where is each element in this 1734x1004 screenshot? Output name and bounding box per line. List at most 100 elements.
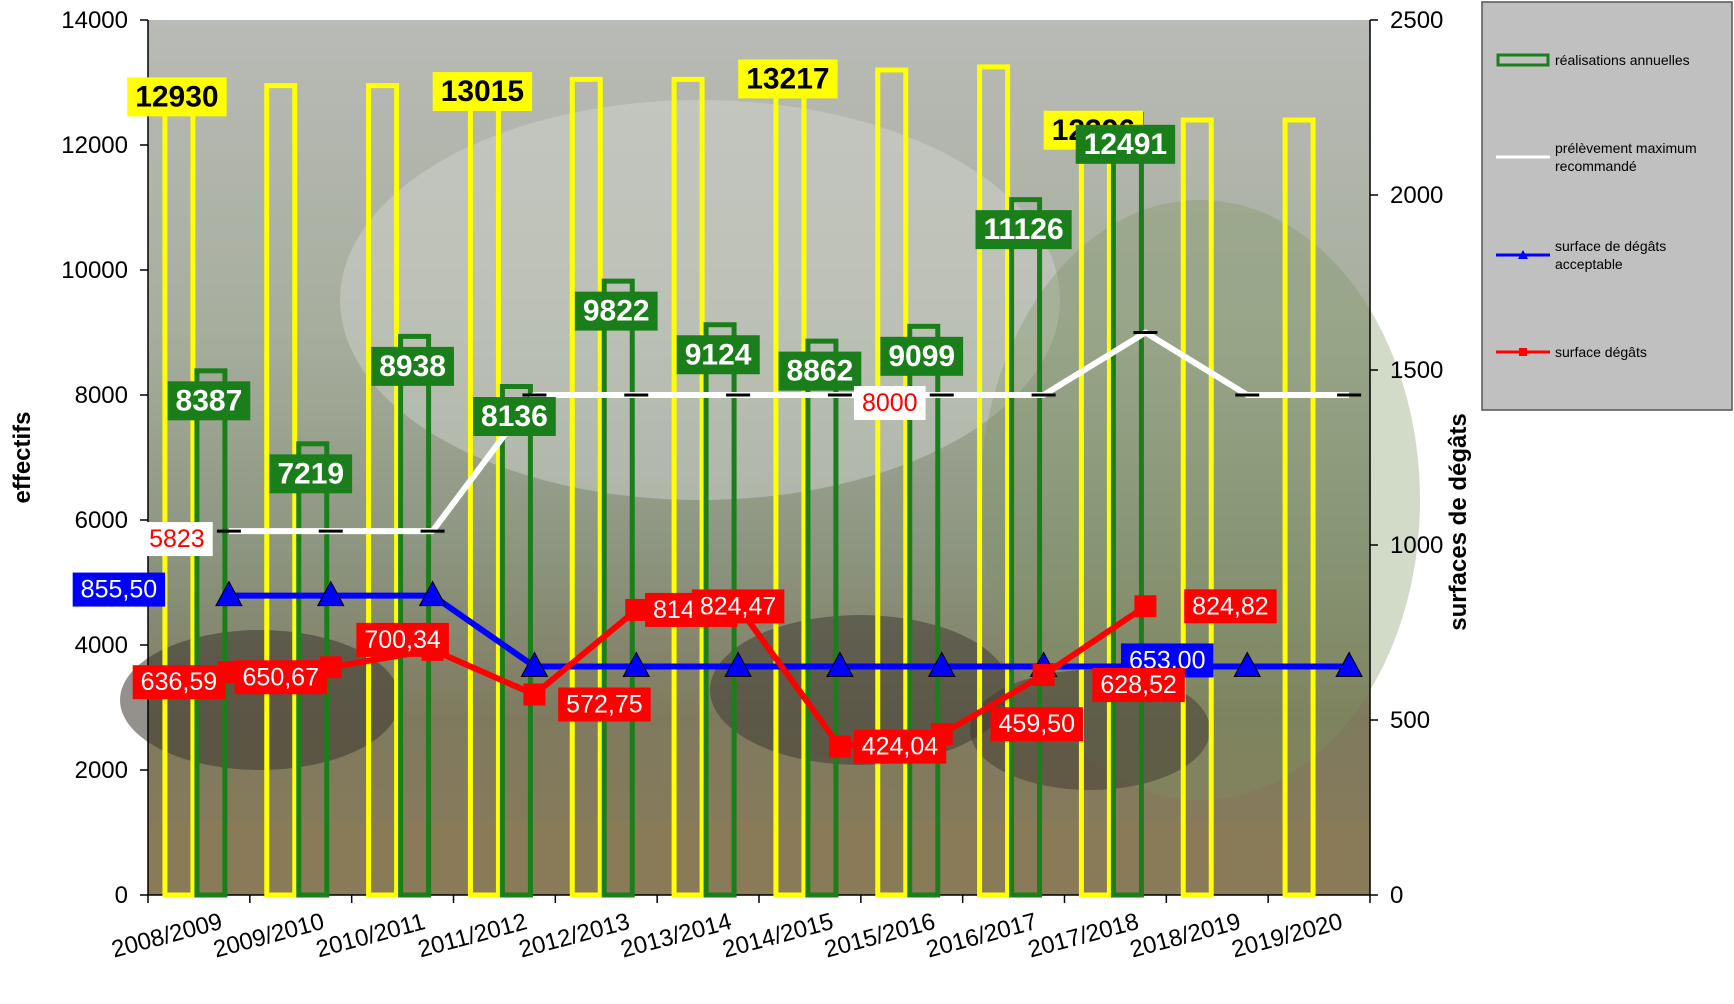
x-tick-label: 2012/2013 [516,908,633,963]
degats-label-box [1184,589,1277,624]
prelevement-label: 5823 [149,525,205,553]
acceptable-marker [316,580,345,607]
y2-tick-label: 2500 [1390,7,1443,34]
x-tick-label: 2008/2009 [109,908,226,963]
prelevement-line [228,329,1350,535]
prelevement-label-box [141,522,213,557]
acceptable-marker [927,651,956,677]
green-bar [1009,197,1043,898]
green-bar-label: 9124 [685,338,752,371]
prelevement-label-box [853,386,926,420]
degats-label-box [1092,668,1185,703]
y2-tick-label: 500 [1390,707,1430,734]
prelevement-label: 8000 [862,389,918,417]
green-bar-label-box [269,454,353,494]
yellow-bar [569,76,603,898]
yellow-bar [977,64,1011,898]
legend-marker-degats [1519,348,1527,356]
yellow-bar-label-box [738,59,838,99]
yellow-bar [875,67,909,898]
degats-label: 424,04 [862,733,939,761]
grass-shape [980,200,1420,800]
degats-marker [1032,664,1055,687]
green-bar-label-box [1075,124,1176,164]
legend-entry-acceptable: surface de dégâts acceptable [1555,238,1666,272]
degats-label-box [990,707,1083,742]
degats-label-box [691,589,785,624]
green-bar-label: 12491 [1084,128,1167,161]
yellow-bar-label: 13217 [746,62,829,95]
x-tick-label: 2009/2010 [211,908,328,963]
green-bar-label: 9822 [583,295,650,328]
x-tick-label: 2013/2014 [618,908,735,963]
data-labels: 1293013015132171239683877219893881369822… [72,59,1277,764]
green-bar-label: 9099 [888,340,955,373]
y2-tick-label: 0 [1390,882,1403,909]
y-tick-label: 6000 [75,507,128,534]
green-bar [398,333,432,898]
y-tick-label: 8000 [75,382,128,409]
x-tick-label: 2017/2018 [1025,908,1142,963]
y2-tick-label: 1000 [1390,532,1443,559]
green-bar-label-box [676,335,760,375]
y-axis-title: effectifs [9,411,36,503]
x-tick-label: 2015/2016 [822,908,939,963]
y2-tick-label: 1500 [1390,357,1443,384]
yellow-bar [366,83,400,898]
y-tick-label: 14000 [61,7,128,34]
degats-label-box [356,622,449,657]
legend-swatch-realisations [1496,53,1550,67]
degats-label-box [558,687,651,722]
x-tick-label: 2011/2012 [415,908,530,963]
degats-marker [828,735,851,758]
y2-tick-label: 2000 [1390,182,1443,209]
y-tick-label: 12000 [61,132,128,159]
legend-box [1481,1,1733,411]
green-bar-label-box [975,210,1072,250]
legend: réalisations annuelles prélèvement maximu… [1481,1,1733,411]
y-tick-label: 0 [115,882,128,909]
green-bar-label-box [574,291,658,331]
green-bar-label-box [473,397,556,436]
green-bar-label-box [880,336,964,376]
y-tick-label: 2000 [75,757,128,784]
green-bar-label: 8938 [379,350,446,383]
ground-shape [148,820,1370,895]
degats-label: 824,47 [700,592,776,620]
green-bar [907,323,941,898]
green-bar-label: 7219 [277,457,344,490]
green-bar-label-box [167,381,251,421]
x-tick-label: 2019/2020 [1229,908,1346,963]
acceptable-marker [622,651,651,677]
yellow-bar-label-box [127,77,227,117]
degats-label: 700,34 [364,626,441,654]
acceptable-marker [418,580,447,607]
degats-label: 572,75 [566,691,642,719]
yellow-bar-label-box [432,72,533,112]
x-tick-label: 2010/2011 [313,908,428,963]
green-bar-label: 8387 [176,384,243,417]
green-bar-label-box [371,346,454,386]
green-bar [601,278,635,898]
acceptable-marker [1335,651,1363,677]
degats-label: 824,82 [1192,592,1268,620]
yellow-bar [1180,117,1214,898]
x-tick-label: 2014/2015 [720,908,837,963]
y-tick-label: 4000 [75,632,128,659]
degats-label: 459,50 [999,710,1075,738]
acceptable-marker [1233,651,1262,677]
legend-entry-prelevement: prélèvement maximum recommandé [1555,140,1697,174]
yellow-bar [671,76,705,898]
degats-label-box [853,729,947,764]
degats-label: 650,67 [243,663,319,691]
acceptable-label: 855,50 [81,576,157,604]
green-bar-label: 8136 [481,400,548,433]
degats-label-box [132,665,226,700]
legend-entry-realisations: réalisations annuelles [1555,52,1690,68]
green-bar [805,338,839,898]
acceptable-label-box [72,572,166,607]
degats-label-box [234,660,327,695]
acceptable-marker [520,651,549,677]
legend-marker-acceptable [1518,250,1528,259]
